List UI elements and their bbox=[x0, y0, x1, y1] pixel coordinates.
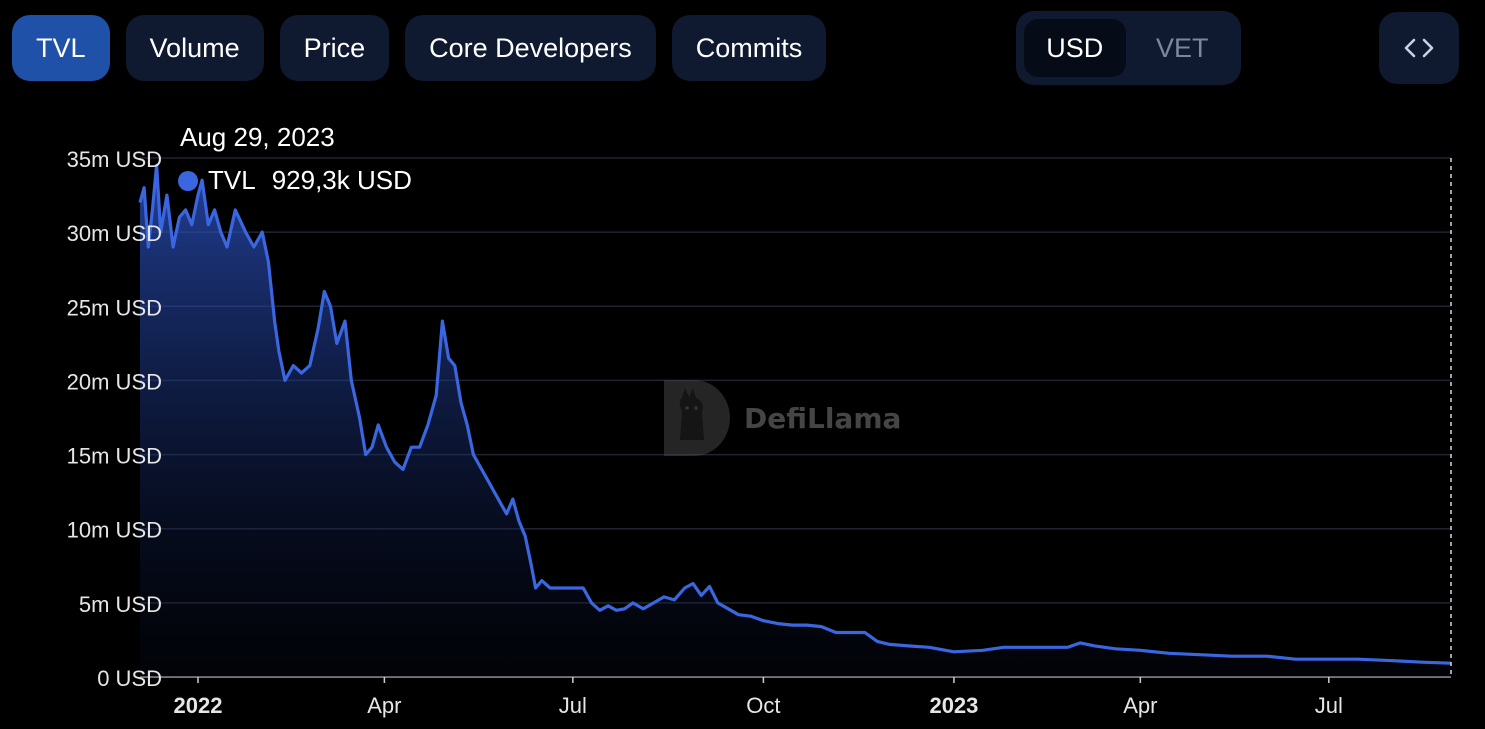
watermark-text: DefiLlama bbox=[744, 401, 902, 435]
y-tick-label: 5m USD bbox=[79, 592, 162, 617]
y-axis-labels: 0 USD 5m USD 10m USD 15m USD 20m USD 25m USD 3… bbox=[67, 147, 162, 691]
x-tick-label: Oct bbox=[746, 693, 780, 718]
y-tick-label: 15m USD bbox=[67, 444, 162, 469]
y-tick-label: 10m USD bbox=[67, 518, 162, 543]
tooltip-series-name: TVL bbox=[208, 165, 256, 195]
x-tick-label: Apr bbox=[367, 693, 401, 718]
y-tick-label: 30m USD bbox=[67, 221, 162, 246]
tooltip-row: TVL 929,3k USD bbox=[178, 165, 412, 196]
x-tick-label: 2022 bbox=[174, 693, 223, 718]
tab-price[interactable]: Price bbox=[279, 15, 390, 81]
defillama-watermark: DefiLlama bbox=[660, 378, 901, 458]
currency-option-vet[interactable]: VET bbox=[1155, 32, 1209, 63]
currency-toggle: USD VET bbox=[1016, 11, 1241, 85]
tooltip-series-marker bbox=[178, 170, 198, 191]
y-tick-label: 0 USD bbox=[97, 666, 162, 691]
series-area-tvl bbox=[140, 165, 1451, 677]
y-tick-label: 25m USD bbox=[67, 295, 162, 320]
llama-logo-icon bbox=[664, 380, 730, 456]
tab-volume[interactable]: Volume bbox=[125, 15, 264, 81]
embed-button[interactable] bbox=[1379, 12, 1459, 84]
x-tick-label: Jul bbox=[559, 693, 587, 718]
x-tick-label: Jul bbox=[1315, 693, 1343, 718]
tab-core-developers[interactable]: Core Developers bbox=[405, 15, 656, 81]
x-tick-label: Apr bbox=[1123, 693, 1157, 718]
metric-tab-bar: TVL Volume Price Core Developers Commits bbox=[12, 15, 827, 81]
code-brackets-icon bbox=[1404, 38, 1434, 58]
tooltip-value: 929,3k USD bbox=[271, 165, 412, 195]
tab-commits[interactable]: Commits bbox=[671, 15, 827, 81]
currency-option-usd[interactable]: USD bbox=[1024, 19, 1126, 77]
tooltip-date: Aug 29, 2023 bbox=[180, 122, 335, 152]
x-axis-labels: 2022 Apr Jul Oct 2023 Apr Jul bbox=[174, 677, 1343, 718]
x-tick-label: 2023 bbox=[929, 693, 978, 718]
series-line-tvl bbox=[138, 163, 1452, 665]
y-tick-label: 35m USD bbox=[67, 147, 162, 172]
area-fill-layer bbox=[138, 163, 1452, 677]
y-tick-label: 20m USD bbox=[67, 369, 162, 394]
tab-tvl[interactable]: TVL bbox=[12, 15, 110, 81]
